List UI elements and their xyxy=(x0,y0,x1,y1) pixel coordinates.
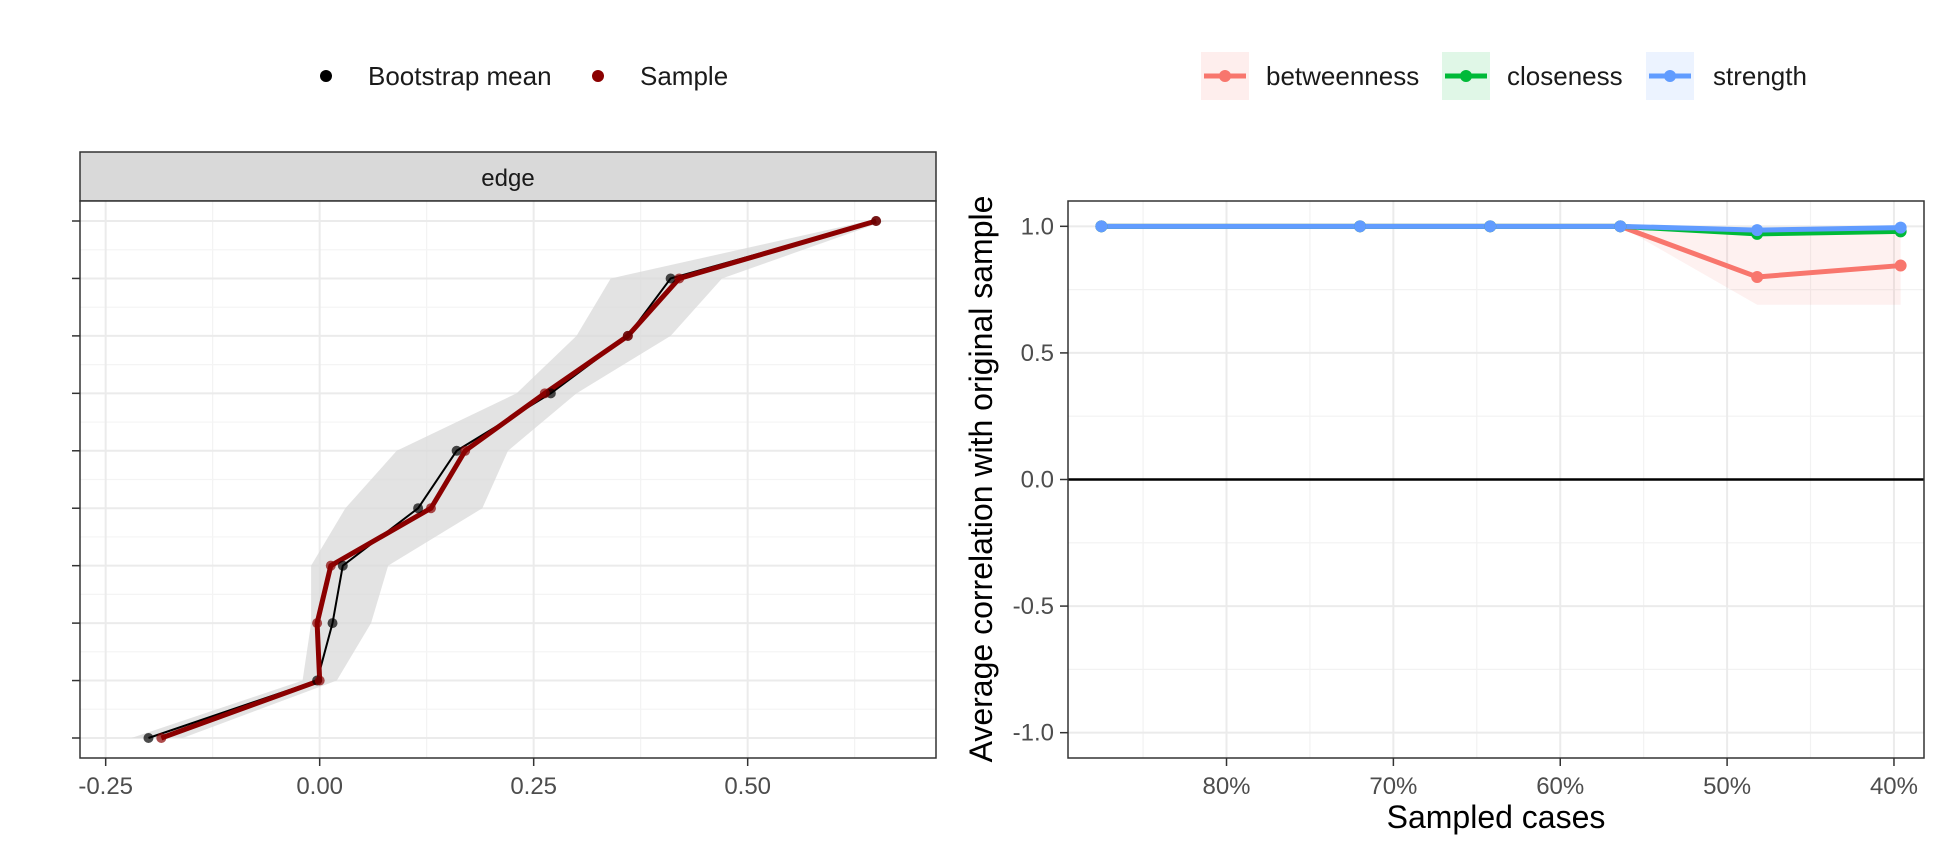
right-y-axis-title: Average correlation with original sample xyxy=(963,196,999,763)
right-y-tick-label: -1.0 xyxy=(1013,720,1054,747)
right-point-strength xyxy=(1894,221,1907,234)
left-point-sample xyxy=(314,675,325,686)
left-point-bootstrap-mean xyxy=(143,733,154,743)
right-y-ticks: 1.0 0.5 0.0 -0.5 -1.0 xyxy=(1013,213,1068,747)
right-y-tick-label: 0.0 xyxy=(1021,467,1054,494)
left-point-bootstrap-mean xyxy=(327,618,338,629)
legend-key-bootstrap-mean xyxy=(320,70,332,82)
right-y-tick-label: 1.0 xyxy=(1021,213,1054,240)
right-x-axis-title: Sampled cases xyxy=(1387,799,1606,835)
right-chart-panel: betweenness closeness strength 1.0 0.5 0.0 -0… xyxy=(963,52,1925,835)
left-x-tick-label: 0.00 xyxy=(296,773,343,800)
left-y-ticks xyxy=(72,220,80,739)
right-point-betweenness xyxy=(1894,259,1907,272)
left-point-sample xyxy=(539,388,550,399)
right-point-strength xyxy=(1354,220,1367,233)
legend-label-closeness: closeness xyxy=(1507,61,1623,91)
legend-key-point-strength xyxy=(1664,70,1676,82)
left-point-sample xyxy=(312,618,323,629)
legend-label-betweenness: betweenness xyxy=(1266,61,1419,91)
left-point-bootstrap-mean xyxy=(451,445,462,456)
left-chart-panel: Bootstrap mean Sample edge -0.25 0.00 0.25… xyxy=(72,61,937,800)
left-legend: Bootstrap mean Sample xyxy=(320,61,728,91)
left-line-sample xyxy=(160,218,877,741)
right-y-tick-label: -0.5 xyxy=(1013,593,1054,620)
left-x-ticks: -0.25 0.00 0.25 0.50 xyxy=(78,758,771,800)
legend-label-bootstrap-mean: Bootstrap mean xyxy=(368,61,552,91)
left-strip-background xyxy=(79,151,937,202)
right-series-points xyxy=(1095,220,1907,283)
right-x-tick-label: 70% xyxy=(1369,773,1417,800)
right-point-strength xyxy=(1484,220,1497,233)
left-plot-border xyxy=(79,200,937,759)
left-x-tick-label: -0.25 xyxy=(78,773,133,800)
legend-key-point-closeness xyxy=(1460,70,1472,82)
left-point-sample xyxy=(460,445,471,456)
left-x-tick-label: 0.25 xyxy=(510,773,557,800)
legend-label-strength: strength xyxy=(1713,61,1807,91)
left-point-sample xyxy=(425,503,436,514)
right-point-betweenness xyxy=(1751,270,1764,283)
right-point-strength xyxy=(1751,224,1764,237)
right-point-strength xyxy=(1614,220,1627,233)
right-series-lines xyxy=(1101,223,1901,280)
right-line-strength xyxy=(1101,223,1901,233)
left-point-sample xyxy=(156,733,167,743)
right-x-tick-label: 50% xyxy=(1703,773,1751,800)
right-legend: betweenness closeness strength xyxy=(1201,52,1807,100)
legend-label-sample: Sample xyxy=(640,61,728,91)
legend-key-point-betweenness xyxy=(1219,70,1231,82)
right-band-betweenness xyxy=(1101,226,1901,305)
left-strip-label: edge xyxy=(481,165,534,192)
left-point-bootstrap-mean xyxy=(665,273,676,284)
legend-key-sample xyxy=(592,70,604,82)
left-x-tick-label: 0.50 xyxy=(724,773,771,800)
left-series-points xyxy=(143,216,882,743)
right-x-tick-label: 40% xyxy=(1870,773,1918,800)
left-point-sample xyxy=(674,273,685,284)
left-point-sample xyxy=(871,216,882,226)
right-y-tick-label: 0.5 xyxy=(1021,340,1054,367)
right-x-tick-label: 80% xyxy=(1202,773,1250,800)
left-line-bootstrap-mean xyxy=(148,220,877,739)
right-x-ticks: 80% 70% 60% 50% 40% xyxy=(1202,758,1918,800)
left-point-sample xyxy=(325,560,336,571)
right-point-strength xyxy=(1095,220,1108,233)
left-point-bootstrap-mean xyxy=(337,560,348,571)
right-x-tick-label: 60% xyxy=(1536,773,1584,800)
left-point-sample xyxy=(622,330,633,341)
left-series-lines xyxy=(148,218,877,741)
left-point-bootstrap-mean xyxy=(413,503,424,514)
